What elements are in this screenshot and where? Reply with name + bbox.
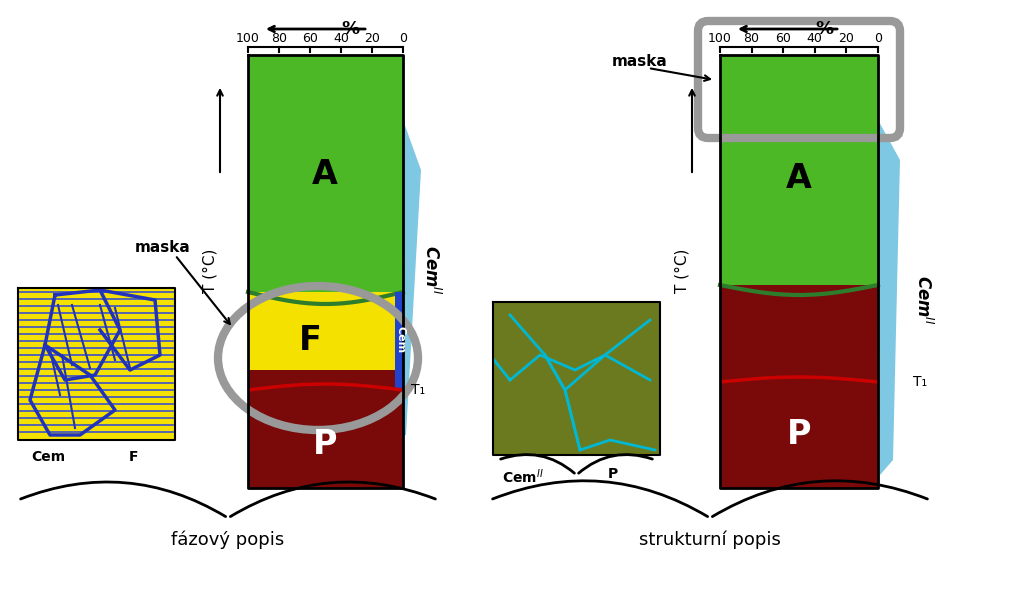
- Text: 80: 80: [271, 32, 287, 45]
- Polygon shape: [403, 120, 421, 435]
- Text: Cem$^{II}$: Cem$^{II}$: [421, 245, 441, 295]
- Text: Cem: Cem: [395, 326, 406, 353]
- Text: maska: maska: [135, 241, 190, 256]
- Polygon shape: [493, 302, 660, 455]
- Text: fázový popis: fázový popis: [171, 531, 285, 549]
- Text: strukturní popis: strukturní popis: [639, 531, 781, 549]
- Polygon shape: [248, 292, 403, 393]
- Text: 0: 0: [399, 32, 407, 45]
- Polygon shape: [720, 285, 878, 488]
- Polygon shape: [720, 55, 878, 285]
- Text: P: P: [608, 467, 618, 481]
- Polygon shape: [395, 292, 403, 388]
- Text: 60: 60: [302, 32, 317, 45]
- Text: F: F: [128, 450, 138, 464]
- Text: 40: 40: [807, 32, 822, 45]
- Text: A: A: [312, 159, 338, 192]
- Text: T₁: T₁: [913, 375, 927, 389]
- Text: P: P: [312, 428, 337, 461]
- Text: T₁: T₁: [411, 383, 425, 397]
- Polygon shape: [248, 55, 403, 292]
- Polygon shape: [878, 120, 900, 475]
- Text: %: %: [341, 20, 359, 38]
- Text: maska: maska: [612, 55, 668, 69]
- Text: A: A: [786, 162, 812, 195]
- Text: 40: 40: [333, 32, 349, 45]
- Text: F: F: [299, 323, 322, 356]
- Polygon shape: [18, 288, 175, 440]
- Text: 60: 60: [775, 32, 792, 45]
- Text: 20: 20: [839, 32, 854, 45]
- Polygon shape: [248, 370, 403, 488]
- Text: 0: 0: [874, 32, 882, 45]
- Text: T (°C): T (°C): [675, 249, 689, 293]
- Text: Cem$^{II}$: Cem$^{II}$: [502, 467, 544, 486]
- Text: 100: 100: [708, 32, 732, 45]
- Text: Cem$^{II}$: Cem$^{II}$: [913, 275, 933, 325]
- Text: %: %: [815, 20, 834, 38]
- Text: 80: 80: [743, 32, 760, 45]
- Text: 100: 100: [237, 32, 260, 45]
- Text: Cem: Cem: [31, 450, 66, 464]
- Text: T (°C): T (°C): [203, 249, 217, 293]
- Text: P: P: [786, 419, 811, 452]
- Text: 20: 20: [365, 32, 380, 45]
